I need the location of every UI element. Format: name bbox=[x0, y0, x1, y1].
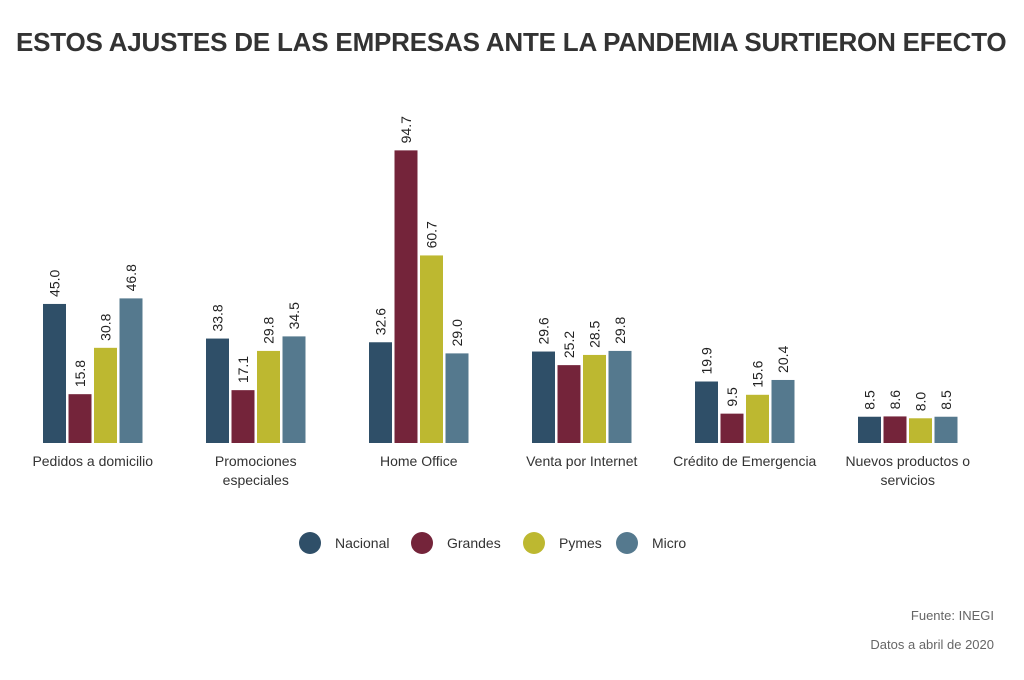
category-label-line: Pedidos a domicilio bbox=[32, 453, 153, 469]
value-label: 46.8 bbox=[123, 264, 139, 291]
value-label: 17.1 bbox=[235, 356, 251, 383]
bar-nacional bbox=[532, 351, 555, 443]
bar-micro bbox=[608, 350, 632, 443]
category-labels-layer: Pedidos a domicilio Promociones especiales… bbox=[32, 453, 970, 488]
bar-grandes bbox=[394, 150, 418, 443]
category-label: Pedidos a domicilio bbox=[32, 453, 153, 469]
date-note: Datos a abril de 2020 bbox=[870, 637, 994, 652]
bar-pymes bbox=[420, 255, 443, 443]
bar-nacional bbox=[369, 342, 392, 443]
bar-micro bbox=[119, 298, 143, 443]
category-label-line: Nuevos productos o bbox=[845, 453, 970, 469]
category-label-line: Crédito de Emergencia bbox=[673, 453, 816, 469]
legend-swatch-nacional bbox=[299, 532, 321, 554]
value-label: 28.5 bbox=[587, 320, 603, 347]
legend-swatch-grandes bbox=[411, 532, 433, 554]
legend-label-grandes: Grandes bbox=[447, 535, 501, 551]
value-label: 60.7 bbox=[424, 221, 440, 248]
value-label: 19.9 bbox=[699, 347, 715, 374]
category-label-line: Venta por Internet bbox=[526, 453, 637, 469]
bar-nacional bbox=[206, 338, 229, 443]
bar-pymes bbox=[257, 350, 280, 443]
value-label: 25.2 bbox=[561, 331, 577, 358]
category-label-line: especiales bbox=[223, 472, 289, 488]
legend-swatch-micro bbox=[616, 532, 638, 554]
value-label: 15.6 bbox=[750, 360, 766, 387]
value-labels-layer: 45.0 15.8 30.8 46.8 33.8 17.1 29.8 34.5 32.6 94.7… bbox=[47, 116, 955, 411]
chart-title: ESTOS AJUSTES DE LAS EMPRESAS ANTE LA PA… bbox=[16, 27, 1007, 57]
value-label: 29.6 bbox=[536, 317, 552, 344]
bar-grandes bbox=[557, 365, 581, 443]
legend-label-pymes: Pymes bbox=[559, 535, 602, 551]
value-label: 29.8 bbox=[261, 316, 277, 343]
bar-grandes bbox=[720, 413, 744, 443]
bar-chart: 45.0 15.8 30.8 46.8 33.8 17.1 29.8 34.5 32.6 94.7… bbox=[32, 116, 970, 554]
value-label: 29.8 bbox=[612, 316, 628, 343]
category-label: Venta por Internet bbox=[526, 453, 637, 469]
legend-label-nacional: Nacional bbox=[335, 535, 389, 551]
category-label: Promociones especiales bbox=[215, 453, 297, 488]
value-label: 94.7 bbox=[398, 116, 414, 143]
bar-pymes bbox=[94, 347, 117, 443]
value-label: 45.0 bbox=[47, 269, 63, 296]
bar-nacional bbox=[858, 416, 881, 443]
bar-micro bbox=[771, 379, 795, 443]
bar-pymes bbox=[583, 354, 606, 443]
category-label: Crédito de Emergencia bbox=[673, 453, 816, 469]
bar-nacional bbox=[43, 303, 66, 443]
bar-micro bbox=[282, 336, 306, 443]
category-label: Home Office bbox=[380, 453, 458, 469]
category-label: Nuevos productos o servicios bbox=[845, 453, 970, 488]
value-label: 29.0 bbox=[449, 319, 465, 346]
value-label: 8.5 bbox=[862, 390, 878, 410]
category-label-line: Home Office bbox=[380, 453, 458, 469]
value-label: 8.0 bbox=[913, 392, 929, 412]
legend: Nacional Grandes Pymes Micro bbox=[299, 532, 686, 554]
bar-nacional bbox=[695, 381, 718, 443]
bar-grandes bbox=[883, 416, 907, 443]
bar-pymes bbox=[909, 418, 932, 443]
bar-grandes bbox=[231, 390, 255, 443]
value-label: 15.8 bbox=[72, 360, 88, 387]
value-label: 8.5 bbox=[938, 390, 954, 410]
value-label: 32.6 bbox=[373, 308, 389, 335]
legend-label-micro: Micro bbox=[652, 535, 686, 551]
value-label: 9.5 bbox=[724, 387, 740, 407]
source-note: Fuente: INEGI bbox=[910, 608, 994, 623]
bar-grandes bbox=[68, 394, 92, 443]
value-label: 30.8 bbox=[98, 313, 114, 340]
value-label: 33.8 bbox=[210, 304, 226, 331]
value-label: 20.4 bbox=[775, 346, 791, 373]
bar-pymes bbox=[746, 394, 769, 443]
bar-micro bbox=[934, 416, 958, 443]
bar-micro bbox=[445, 353, 469, 443]
value-label: 34.5 bbox=[286, 302, 302, 329]
category-label-line: servicios bbox=[881, 472, 935, 488]
legend-swatch-pymes bbox=[523, 532, 545, 554]
bars-layer bbox=[43, 150, 958, 443]
category-label-line: Promociones bbox=[215, 453, 297, 469]
value-label: 8.6 bbox=[887, 390, 903, 410]
